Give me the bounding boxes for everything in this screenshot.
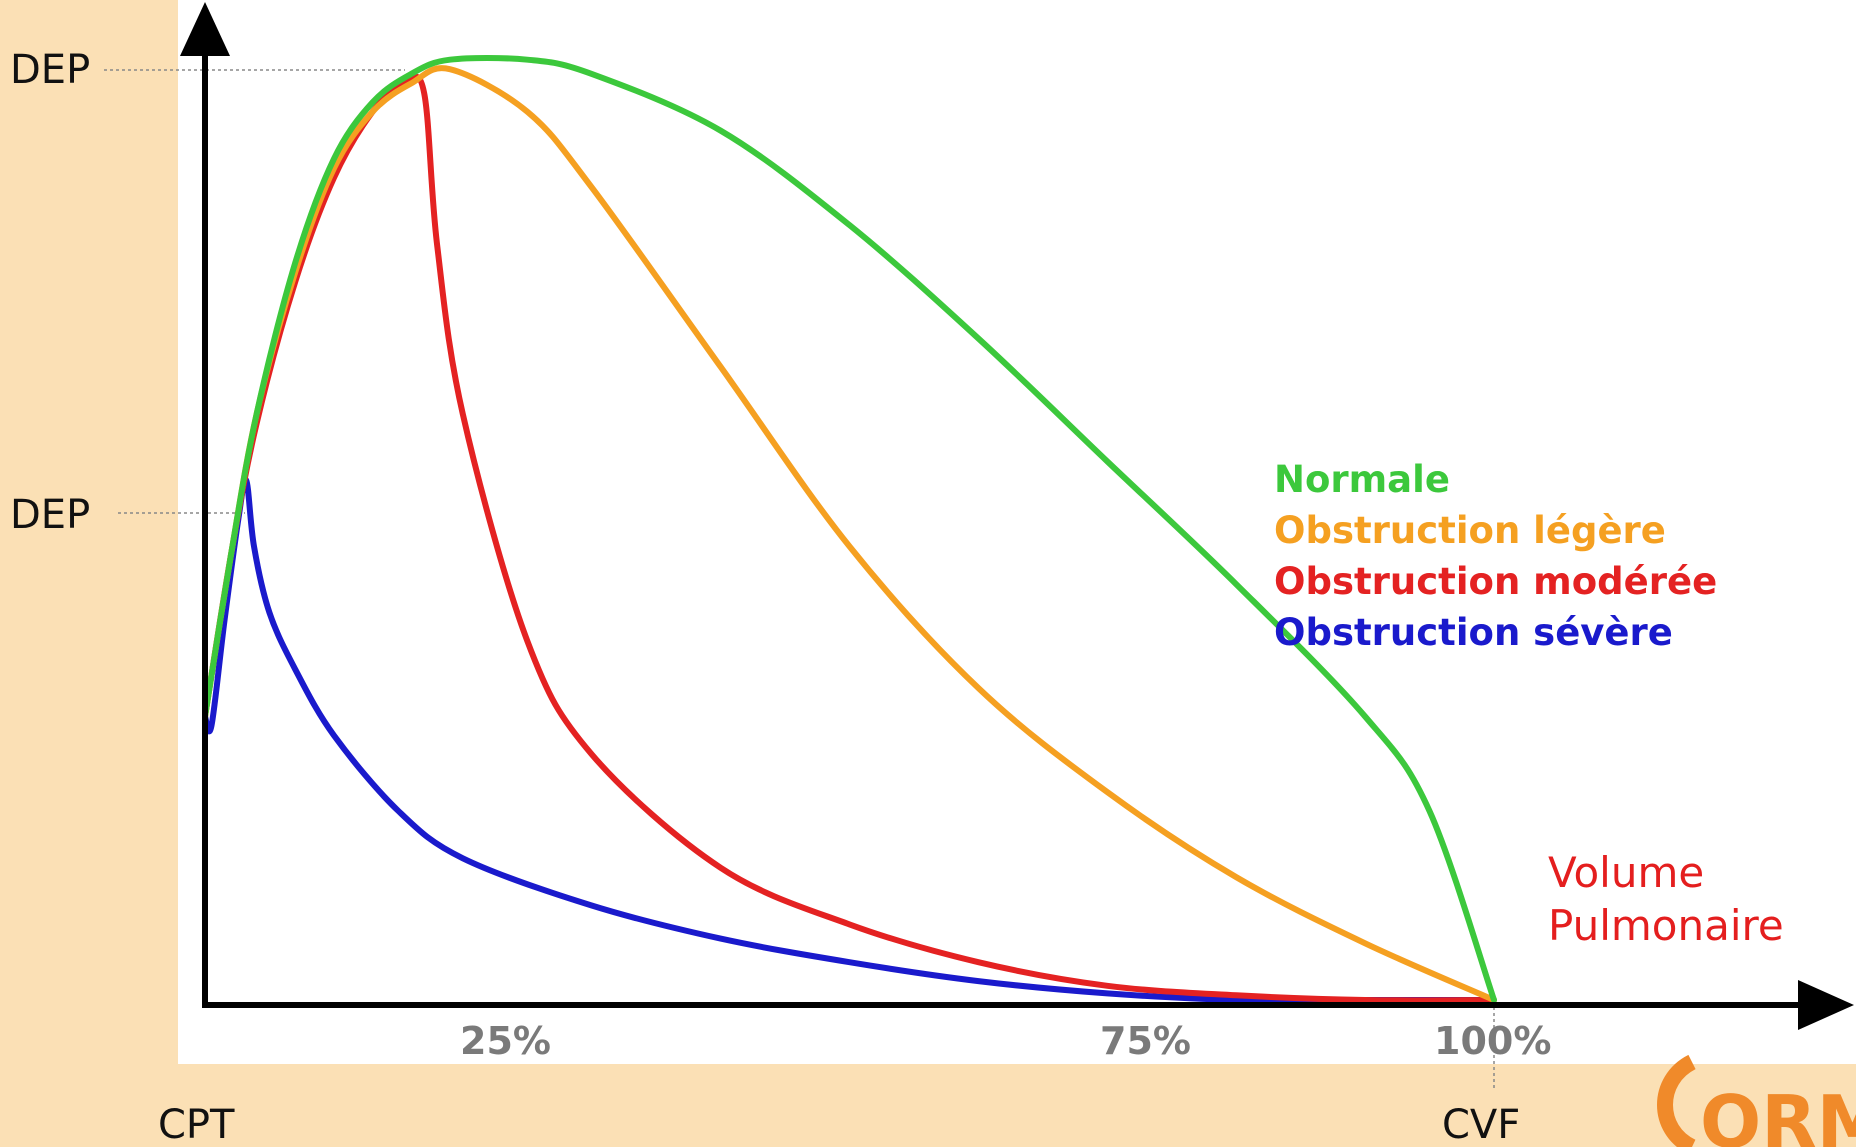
cvf-label: CVF bbox=[1442, 1102, 1520, 1147]
x-axis-arrow bbox=[1798, 980, 1854, 1030]
legend: Normale Obstruction légère Obstruction m… bbox=[1274, 458, 1717, 654]
legend-entry-severe: Obstruction sévère bbox=[1274, 611, 1673, 654]
x-tick-label-25: 25% bbox=[460, 1019, 551, 1063]
series-line-normale bbox=[202, 54, 1497, 1003]
y-axis-arrow bbox=[180, 2, 230, 56]
legend-entry-moderee: Obstruction modérée bbox=[1274, 560, 1717, 603]
x-axis-label-line1: Volume bbox=[1548, 848, 1704, 897]
orm-logo: ORM bbox=[1657, 1054, 1856, 1147]
legend-entry-legere: Obstruction légère bbox=[1274, 509, 1666, 552]
logo-text: ORM bbox=[1700, 1080, 1856, 1147]
legend-entry-normale: Normale bbox=[1274, 458, 1450, 501]
x-tick-label-100: 100% bbox=[1434, 1019, 1551, 1063]
dep-severe-label: DEP bbox=[10, 492, 90, 538]
plot-background bbox=[178, 0, 1856, 1064]
x-tick-label-75: 75% bbox=[1100, 1019, 1191, 1063]
x-axis-label-line2: Pulmonaire bbox=[1548, 901, 1784, 950]
cpt-label: CPT bbox=[158, 1102, 235, 1147]
series-curves bbox=[202, 54, 1497, 1004]
dep-peak-label: DEP bbox=[10, 47, 90, 93]
